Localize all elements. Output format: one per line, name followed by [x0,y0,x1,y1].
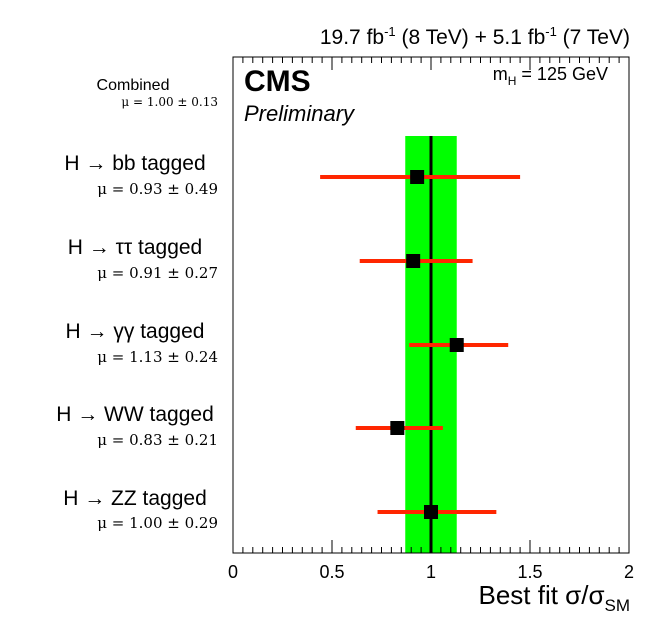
channel-label: H → WW tagged [56,403,214,426]
channel-mu-text: μ = 1.00 ± 0.29 [97,514,218,532]
preliminary-label: Preliminary [244,101,356,126]
x-axis-tick-labels: 0 0.5 1 1.5 2 [228,562,634,582]
x-tick-label: 2 [624,562,634,582]
channel-label: H → bb tagged [64,152,205,175]
combined-mu-text: μ = 1.00 ± 0.13 [121,95,218,109]
channel-mu-text: μ = 0.93 ± 0.49 [97,180,218,198]
channel-mu-text: μ = 1.13 ± 0.24 [97,348,218,366]
cms-label: CMS [244,65,311,98]
lumi-header: 19.7 fb-1 (8 TeV) + 5.1 fb-1 (7 TeV) [320,24,630,49]
x-tick-label: 1 [426,562,436,582]
x-tick-label: 0.5 [319,562,344,582]
channel-mu-text: μ = 0.83 ± 0.21 [97,431,218,449]
channel-label: H → ττ tagged [68,236,203,259]
channel-label: H → ZZ tagged [63,487,207,510]
best-fit-marker [424,505,438,519]
channel-labels: H → bb tagged μ = 0.93 ± 0.49 H → ττ tagge… [56,152,218,532]
best-fit-marker [449,338,464,352]
best-fit-markers [390,170,464,519]
x-axis-title: Best fit σ/σSM [478,580,630,615]
x-tick-label: 0 [228,562,238,582]
combined-label: Combined [97,77,170,94]
best-fit-marker [410,170,425,184]
x-tick-label: 1.5 [517,562,542,582]
channel-label: H → γγ tagged [66,320,205,343]
best-fit-marker [406,254,421,268]
best-fit-marker [390,421,405,435]
higgs-mass-label: mH = 125 GeV [493,64,608,88]
x-axis-ticks [232,57,630,553]
channel-mu-text: μ = 0.91 ± 0.27 [97,264,218,282]
